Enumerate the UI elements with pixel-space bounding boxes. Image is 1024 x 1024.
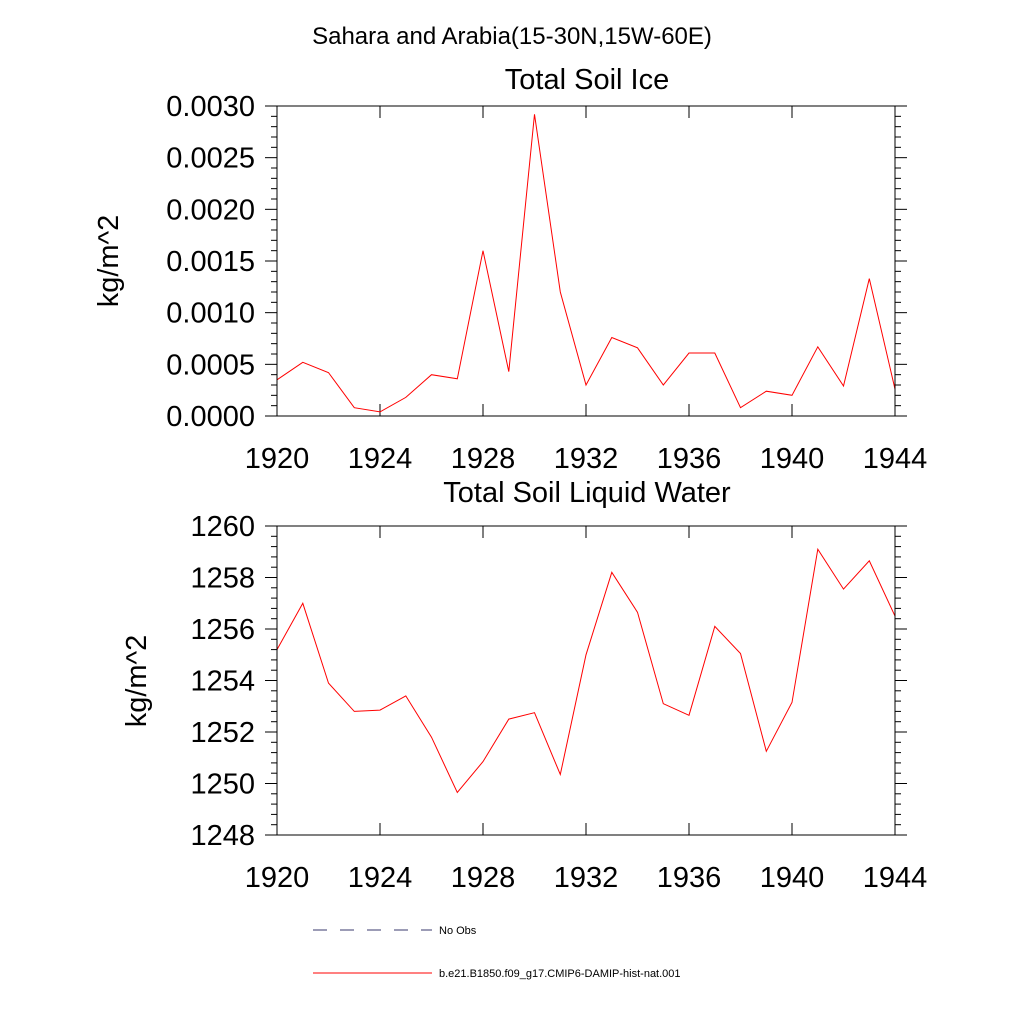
x-tick-label: 1932 <box>554 862 619 894</box>
tick-label-layer: 1920 1924 1928 1932 1936 1940 1944 0.0000 0.0005… <box>166 91 927 475</box>
y-tick-label: 0.0005 <box>166 349 255 381</box>
tick-layer <box>265 525 907 836</box>
y-tick-label: 1250 <box>190 769 255 801</box>
y-tick-label: 1252 <box>190 717 255 749</box>
panel-title: Total Soil Ice <box>505 64 669 96</box>
x-tick-label: 1936 <box>657 862 722 894</box>
y-tick-label: 0.0030 <box>166 91 255 123</box>
plot-frame <box>276 525 896 836</box>
plot-frame <box>276 105 896 417</box>
y-tick-label: 1260 <box>190 511 255 543</box>
series-layer <box>276 547 896 794</box>
legend-entry-no-obs: No Obs <box>313 925 477 937</box>
x-tick-label: 1936 <box>657 443 722 475</box>
series-line <box>276 547 896 794</box>
x-tick-label: 1928 <box>451 443 516 475</box>
series-line <box>276 114 896 413</box>
tick-label-layer: 1920 1924 1928 1932 1936 1940 1944 1248 1250 1252… <box>190 511 927 894</box>
y-tick-label: 0.0015 <box>166 246 255 278</box>
legend-label: No Obs <box>439 925 477 937</box>
x-tick-label: 1924 <box>348 862 413 894</box>
x-tick-label: 1920 <box>245 443 310 475</box>
x-tick-label: 1924 <box>348 443 413 475</box>
legend-entry-model-run: b.e21.B1850.f09_g17.CMIP6-DAMIP-hist-nat… <box>313 968 681 980</box>
y-axis-label: kg/m^2 <box>121 635 153 728</box>
legend-label: b.e21.B1850.f09_g17.CMIP6-DAMIP-hist-nat… <box>439 968 681 980</box>
series-layer <box>276 114 896 413</box>
y-tick-label: 1254 <box>190 666 255 698</box>
x-tick-label: 1944 <box>863 862 928 894</box>
y-tick-label: 1248 <box>190 820 255 852</box>
x-tick-label: 1940 <box>760 443 825 475</box>
figure-title: Sahara and Arabia(15-30N,15W-60E) <box>312 23 712 50</box>
x-tick-label: 1932 <box>554 443 619 475</box>
y-tick-label: 0.0020 <box>166 194 255 226</box>
y-tick-label: 0.0025 <box>166 143 255 175</box>
y-tick-label: 1258 <box>190 563 255 595</box>
panel-soil-ice: Total Soil Ice kg/m^2 1920 1924 1928 1932 19… <box>93 64 927 475</box>
x-tick-label: 1928 <box>451 862 516 894</box>
y-tick-label: 0.0000 <box>166 401 255 433</box>
panel-title: Total Soil Liquid Water <box>443 477 731 509</box>
y-tick-label: 1256 <box>190 614 255 646</box>
x-tick-label: 1920 <box>245 862 310 894</box>
panel-soil-liquid-water: Total Soil Liquid Water kg/m^2 1920 1924 1… <box>121 477 927 894</box>
y-axis-label: kg/m^2 <box>93 215 125 308</box>
y-tick-label: 0.0010 <box>166 298 255 330</box>
x-tick-label: 1940 <box>760 862 825 894</box>
legend: No Obs b.e21.B1850.f09_g17.CMIP6-DAMIP-h… <box>313 925 681 980</box>
x-tick-label: 1944 <box>863 443 928 475</box>
tick-layer <box>265 105 907 417</box>
